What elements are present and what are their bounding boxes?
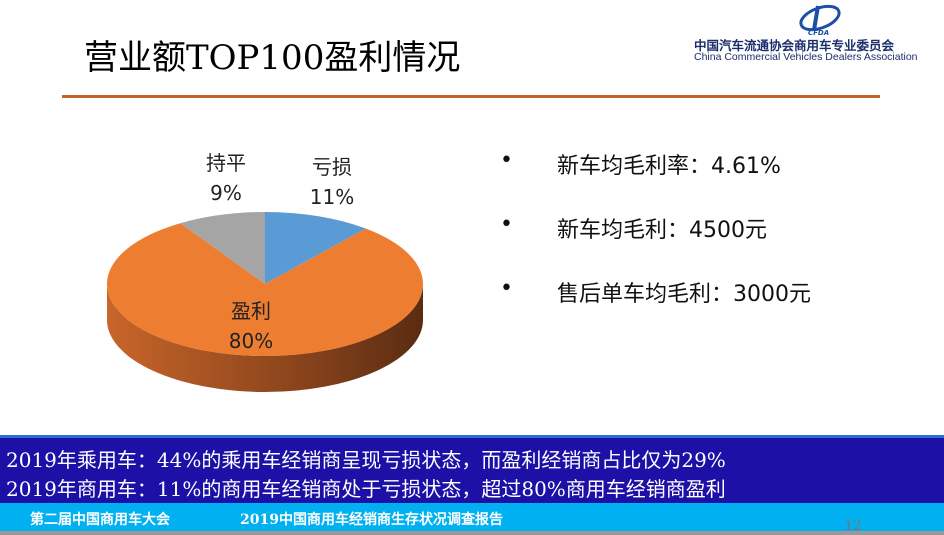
- slice-value-profit: 80%: [228, 329, 274, 353]
- title-divider: [62, 95, 880, 98]
- slice-category-even: 持平: [206, 151, 246, 175]
- kpi-text: 新车均毛利率：4.61%: [557, 154, 781, 179]
- logo-mark-icon: CFDA: [799, 4, 841, 37]
- summary-box: 2019年乘用车：44%的乘用车经销商呈现亏损状态，而盈利经销商占比仅为29% …: [0, 435, 944, 504]
- bullet-icon: •: [500, 148, 513, 173]
- slice-label-profit: 盈利 80%: [216, 296, 286, 356]
- slice-label-even: 持平 9%: [196, 148, 256, 208]
- bottom-bar: [0, 531, 944, 535]
- summary-line: 2019年乘用车：44%的乘用车经销商呈现亏损状态，而盈利经销商占比仅为29%: [6, 448, 726, 472]
- slice-category-profit: 盈利: [231, 299, 271, 323]
- bullet-icon: •: [500, 212, 513, 237]
- pie-slice-profit: [107, 223, 423, 357]
- svg-text:CFDA: CFDA: [808, 29, 829, 36]
- slice-category-loss: 亏损: [312, 155, 352, 179]
- pie-side-wall: [107, 284, 423, 392]
- logo-cn-text: 中国汽车流通协会商用车专业委员会: [694, 38, 895, 53]
- logo-en-text: China Commercial Vehicles Dealers Associ…: [694, 51, 918, 63]
- slice-label-loss: 亏损 11%: [302, 152, 362, 212]
- page-number: 12: [844, 518, 862, 534]
- page-title: 营业额TOP100盈利情况: [84, 38, 461, 78]
- bullet-icon: •: [500, 276, 513, 301]
- kpi-text: 售后单车均毛利：3000元: [557, 282, 811, 307]
- association-logo: CFDA 中国汽车流通协会商用车专业委员会 China Commercial V…: [690, 2, 944, 64]
- footer-bar: 第二届中国商用车大会 2019中国商用车经销商生存状况调查报告: [0, 503, 944, 531]
- slice-value-loss: 11%: [309, 185, 355, 209]
- kpi-text: 新车均毛利：4500元: [557, 218, 767, 243]
- pie-chart: [107, 212, 423, 392]
- pie-slice-loss: [265, 212, 366, 284]
- footer-report: 2019中国商用车经销商生存状况调查报告: [240, 512, 503, 528]
- summary-line: 2019年商用车：11%的商用车经销商处于亏损状态，超过80%商用车经销商盈利: [6, 477, 726, 501]
- pie-slice-even: [180, 212, 265, 284]
- footer-event: 第二届中国商用车大会: [30, 512, 170, 528]
- slice-value-even: 9%: [210, 181, 242, 205]
